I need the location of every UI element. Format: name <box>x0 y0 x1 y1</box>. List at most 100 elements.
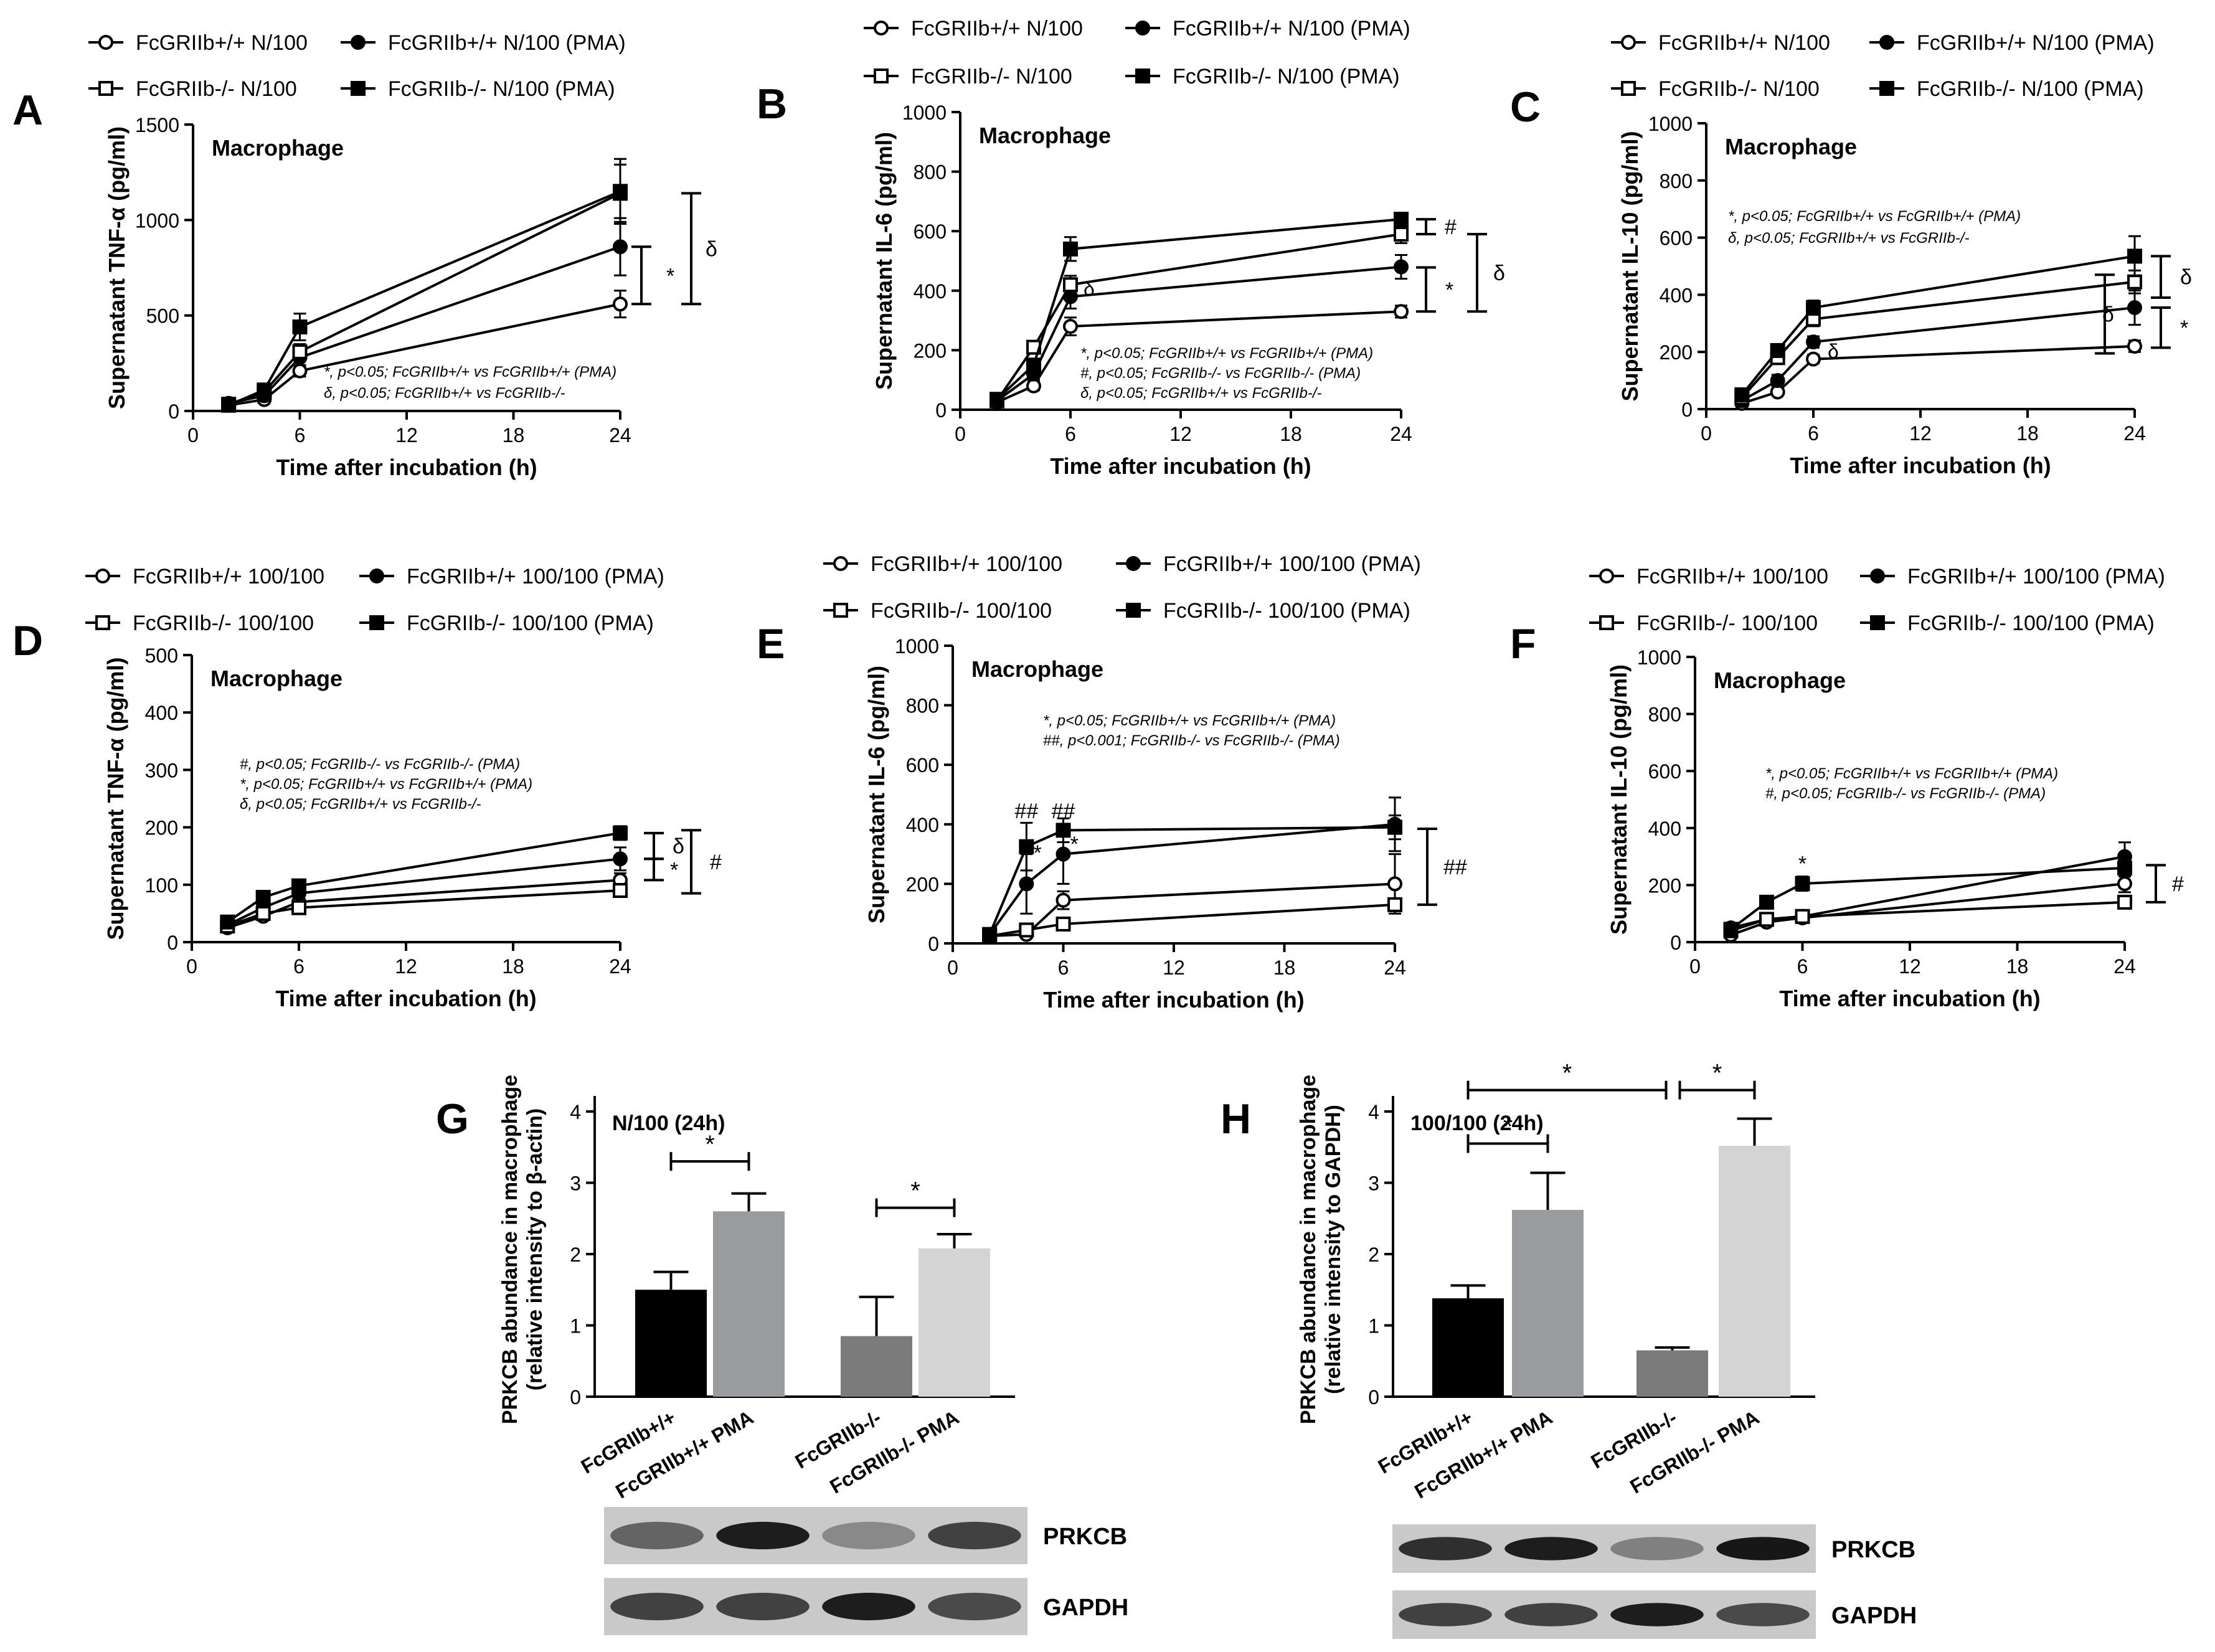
blot-band <box>610 1592 704 1621</box>
data-point <box>257 382 272 398</box>
x-tick-label: 18 <box>1280 423 1302 445</box>
blot-band <box>822 1521 915 1550</box>
data-point <box>613 883 628 899</box>
y-tick-label: 1000 <box>135 209 179 232</box>
stat-note: *, p<0.05; FcGRIIb+/+ vs FcGRIIb+/+ (PMA… <box>1728 208 2021 225</box>
legend-marker <box>1135 68 1150 83</box>
panel-label: A <box>12 87 43 134</box>
data-point <box>1806 351 1821 367</box>
series-line <box>228 303 621 407</box>
y-tick-label: 1 <box>1368 1315 1379 1338</box>
y-tick-label: 3 <box>570 1173 581 1195</box>
y-axis-title: PRKCB abundance in macrophage <box>498 1075 522 1424</box>
x-tick-label: 0 <box>947 956 958 979</box>
legend-marker <box>1870 569 1885 583</box>
y-tick-label: 1000 <box>1637 646 1681 669</box>
y-axis-title: Supernatant IL-10 (pg/ml) <box>1617 131 1643 401</box>
data-point <box>1734 387 1750 403</box>
data-point <box>1019 922 1034 938</box>
legend-marker <box>1126 556 1141 571</box>
data-point <box>1056 823 1071 838</box>
series-line <box>1741 345 2135 405</box>
x-tick-label: 12 <box>395 424 418 446</box>
y-tick-label: 0 <box>570 1386 581 1409</box>
y-tick-label: 600 <box>914 220 947 243</box>
panel-f: F FcGRIIb+/+ 100/100 FcGRIIb+/+ 100/100 (P… <box>1510 565 2184 1011</box>
panel-annotation: 100/100 (24h) <box>1410 1112 1544 1135</box>
data-point <box>1026 357 1041 373</box>
data-point <box>1056 892 1071 908</box>
stat-note: δ, p<0.05; FcGRIIb+/+ vs FcGRIIb-/- <box>324 385 565 402</box>
y-tick-label: 800 <box>914 161 947 184</box>
stat-note: ##, p<0.001; FcGRIIb-/- vs FcGRIIb-/- (P… <box>1043 732 1340 749</box>
bar <box>919 1248 990 1397</box>
panel-label: C <box>1510 83 1541 131</box>
x-axis-title: Time after incubation (h) <box>1043 987 1304 1012</box>
x-axis-title: Time after incubation (h) <box>276 455 537 480</box>
legend-entry: FcGRIIb-/- N/100 <box>911 65 1072 88</box>
y-tick-label: 1000 <box>1648 113 1693 135</box>
sig-label: # <box>2172 872 2184 896</box>
series-line <box>1730 866 2125 930</box>
y-tick-label: 0 <box>167 932 178 954</box>
legend-entry: FcGRIIb-/- 100/100 <box>133 611 314 635</box>
y-tick-label: 0 <box>935 399 947 422</box>
blot-band <box>928 1521 1021 1550</box>
blot-band <box>822 1592 915 1621</box>
y-tick-label: 1 <box>570 1315 581 1338</box>
data-point <box>1806 300 1821 316</box>
x-tick-label: 18 <box>1273 956 1296 979</box>
x-tick-label: 24 <box>609 955 631 978</box>
blot-label: PRKCB <box>1831 1537 1915 1563</box>
x-tick-label: FcGRIIb-/- PMA <box>826 1406 963 1498</box>
blot-band <box>1399 1603 1492 1626</box>
legend-entry: FcGRIIb+/+ N/100 (PMA) <box>388 31 626 55</box>
y-tick-label: 200 <box>145 817 178 839</box>
y-tick-label: 2 <box>570 1244 581 1266</box>
y-axis-title: Supernatant IL-6 (pg/ml) <box>864 666 889 923</box>
legend-entry: FcGRIIb-/- 100/100 (PMA) <box>407 611 654 635</box>
legend-marker <box>95 615 110 630</box>
series-line <box>227 831 621 923</box>
data-point <box>1056 846 1071 862</box>
legend-marker <box>1621 81 1636 96</box>
sig-label: δ <box>673 835 684 859</box>
data-point <box>613 825 628 841</box>
legend-marker <box>95 569 110 583</box>
data-point <box>255 905 271 921</box>
blot-label: GAPDH <box>1831 1603 1917 1629</box>
legend-marker <box>833 556 848 571</box>
stat-note: #, p<0.05; FcGRIIb-/- vs FcGRIIb-/- (PMA… <box>1080 365 1361 382</box>
legend-entry: FcGRIIb-/- 100/100 <box>1636 611 1818 635</box>
x-tick-label: 0 <box>1689 955 1701 978</box>
y-tick-label: 400 <box>906 814 939 836</box>
legend-marker <box>1621 35 1636 50</box>
legend-entry: FcGRIIb+/+ N/100 <box>911 17 1083 40</box>
x-tick-label: 0 <box>187 424 199 446</box>
x-tick-label: 12 <box>1169 423 1192 445</box>
stat-note: δ, p<0.05; FcGRIIb+/+ vs FcGRIIb-/- <box>240 796 481 813</box>
y-tick-label: 1500 <box>135 114 179 136</box>
x-tick-label: FcGRIIb+/+ PMA <box>1410 1406 1556 1503</box>
x-tick-label: 24 <box>2123 422 2146 445</box>
sig-label: ## <box>1052 800 1075 823</box>
stat-note: *, p<0.05; FcGRIIb+/+ vs FcGRIIb+/+ (PMA… <box>1765 765 2058 782</box>
data-point <box>613 851 628 867</box>
y-tick-label: 4 <box>570 1101 581 1123</box>
y-tick-label: 400 <box>914 280 947 303</box>
stat-note: #, p<0.05; FcGRIIb-/- vs FcGRIIb-/- (PMA… <box>1765 785 2046 802</box>
x-tick-label: 6 <box>1808 422 1819 445</box>
x-axis-title: Time after incubation (h) <box>275 986 536 1011</box>
y-tick-label: 1000 <box>895 635 939 658</box>
data-point <box>255 890 271 905</box>
panel-annotation: Macrophage <box>212 135 344 161</box>
y-tick-label: 3 <box>1368 1173 1379 1195</box>
blot-band <box>716 1592 810 1621</box>
legend-entry: FcGRIIb+/+ N/100 (PMA) <box>1917 31 2155 55</box>
panel-label: F <box>1510 620 1536 668</box>
legend-entry: FcGRIIb+/+ 100/100 (PMA) <box>407 565 664 588</box>
data-point <box>292 344 308 359</box>
x-axis-title: Time after incubation (h) <box>1790 453 2051 478</box>
x-tick-label: 12 <box>1163 956 1185 979</box>
blot-band <box>1716 1603 1810 1626</box>
